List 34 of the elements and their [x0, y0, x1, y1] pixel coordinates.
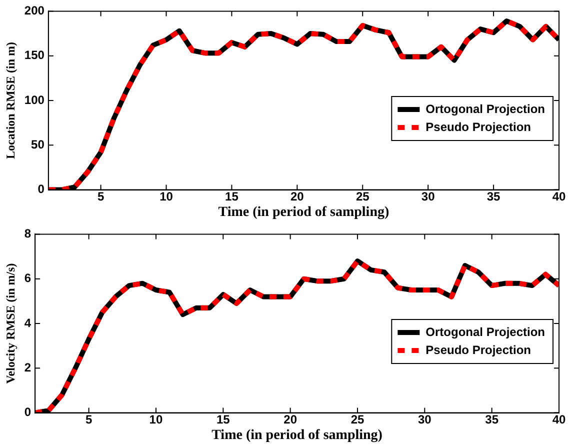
x-axis-title: Time (in period of sampling) — [218, 205, 390, 220]
y-tick-label: 50 — [31, 137, 45, 152]
y-axis-title: Velocity RMSE (in m/s) — [3, 263, 18, 384]
x-tick-label: 5 — [85, 412, 92, 426]
x-tick-label: 15 — [225, 189, 239, 204]
legend-label: Pseudo Projection — [426, 342, 532, 357]
y-tick-label: 2 — [24, 360, 32, 374]
x-tick-label: 5 — [97, 189, 104, 204]
x-tick-label: 15 — [216, 412, 230, 426]
legend-label: Ortogonal Projection — [426, 102, 546, 116]
x-tick-label: 40 — [552, 189, 566, 204]
y-tick-label: 6 — [24, 271, 32, 286]
y-tick-label: 100 — [24, 92, 45, 107]
y-axis-title: Location RMSE (in m) — [3, 42, 18, 159]
x-tick-label: 30 — [418, 412, 432, 426]
y-tick-label: 0 — [24, 405, 32, 420]
legend-label: Pseudo Projection — [426, 120, 532, 134]
x-tick-label: 35 — [486, 189, 501, 204]
y-tick-label: 200 — [24, 4, 45, 18]
x-tick-label: 25 — [350, 412, 364, 426]
y-tick-label: 4 — [24, 316, 32, 330]
x-tick-label: 35 — [485, 412, 499, 426]
x-axis-title: Time (in period of sampling) — [212, 428, 383, 444]
y-tick-label: 0 — [38, 182, 45, 196]
legend-label: Ortogonal Projection — [426, 324, 546, 339]
x-tick-label: 40 — [552, 412, 566, 426]
x-tick-label: 30 — [421, 189, 436, 204]
x-tick-label: 10 — [160, 189, 174, 204]
x-tick-label: 20 — [284, 412, 298, 426]
x-tick-label: 25 — [356, 189, 370, 204]
x-tick-label: 20 — [290, 189, 304, 204]
y-tick-label: 8 — [24, 226, 32, 241]
x-tick-label: 10 — [149, 412, 163, 426]
y-tick-label: 150 — [24, 48, 45, 62]
